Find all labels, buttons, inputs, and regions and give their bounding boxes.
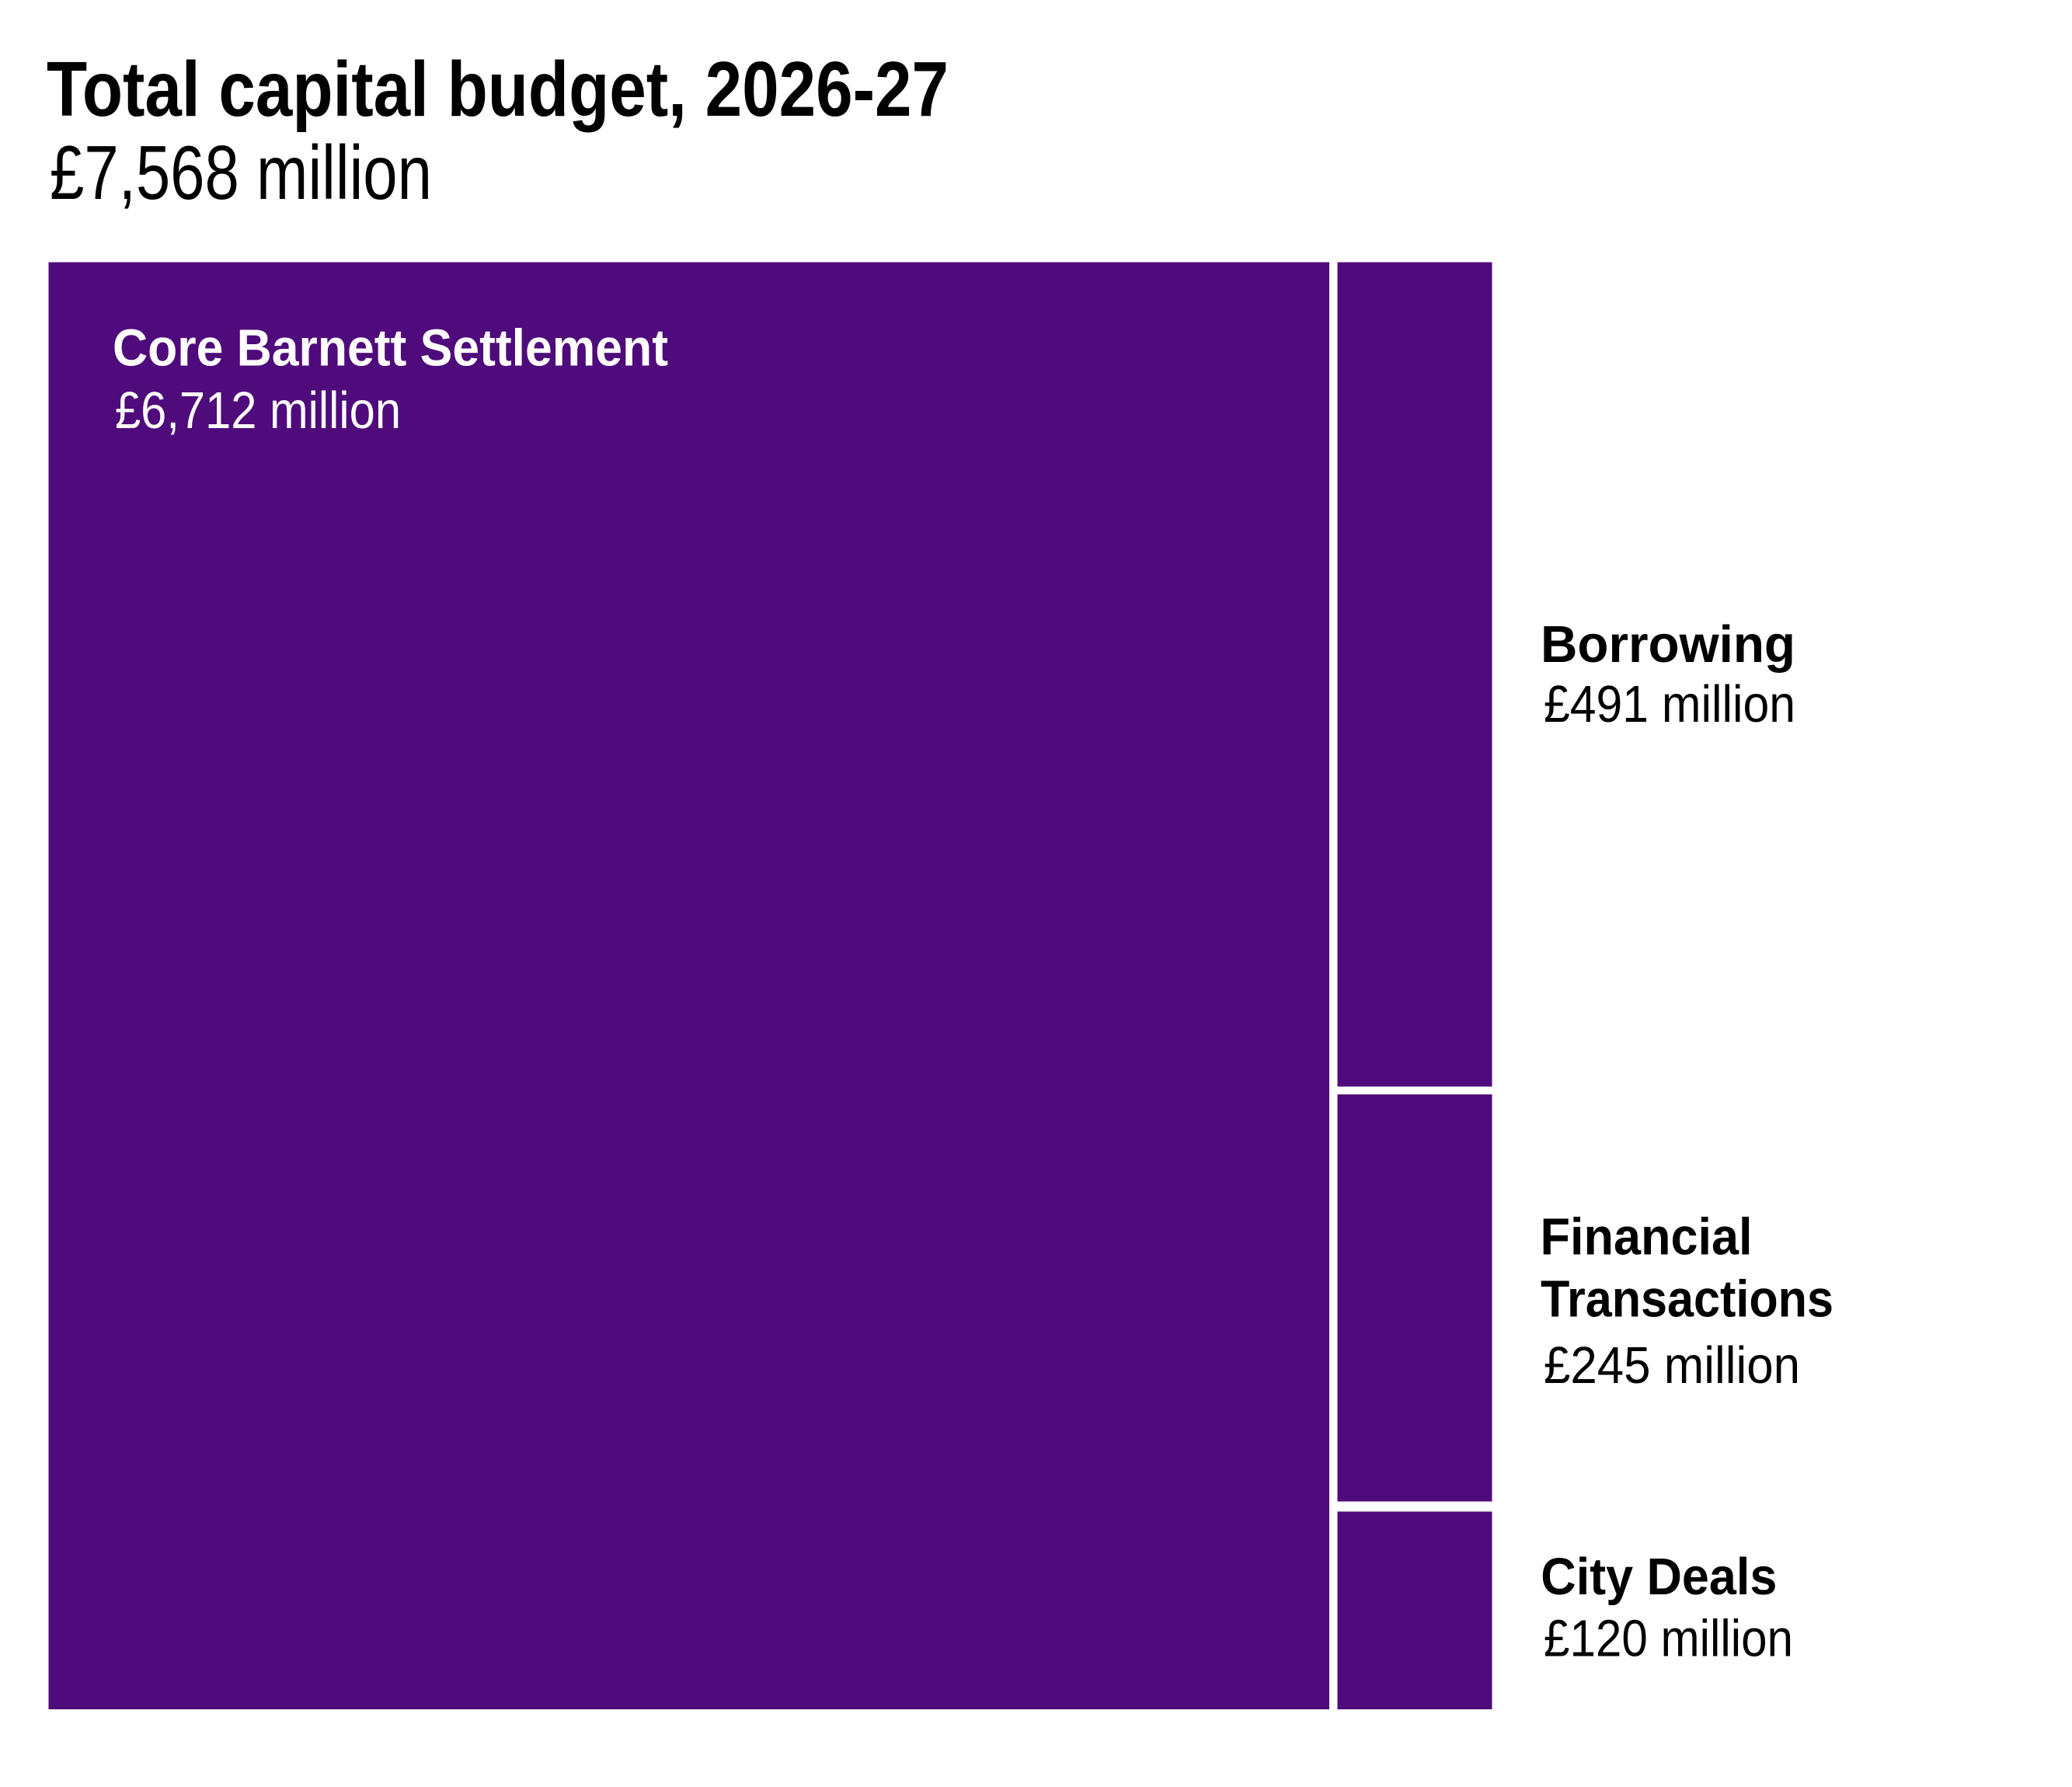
svg-text:Transactions: Transactions <box>1541 1270 1833 1328</box>
svg-text:Financial: Financial <box>1541 1207 1753 1266</box>
svg-text:Borrowing: Borrowing <box>1541 615 1795 674</box>
svg-text:£245 million: £245 million <box>1544 1336 1800 1395</box>
svg-text:£6,712 million: £6,712 million <box>115 381 401 440</box>
svg-text:Core Barnett Settlement: Core Barnett Settlement <box>113 319 668 378</box>
svg-text:City Deals: City Deals <box>1541 1548 1777 1606</box>
svg-text:£120 million: £120 million <box>1544 1610 1793 1668</box>
svg-text:£491 million: £491 million <box>1544 675 1795 733</box>
svg-text:Total capital budget, 2026-27: Total capital budget, 2026-27 <box>47 46 949 133</box>
svg-text:£7,568 million: £7,568 million <box>50 130 432 215</box>
